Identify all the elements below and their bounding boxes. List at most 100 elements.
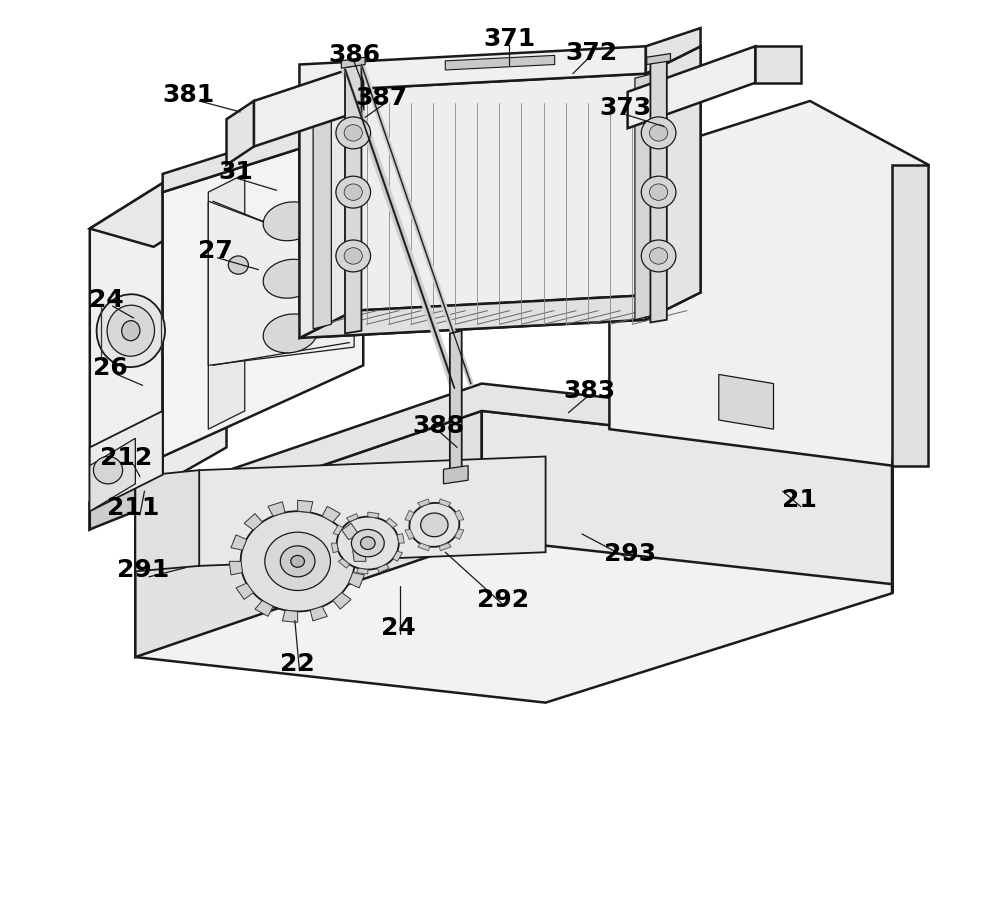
Ellipse shape: [650, 279, 660, 287]
Text: 22: 22: [280, 653, 315, 677]
Ellipse shape: [650, 126, 660, 133]
Ellipse shape: [650, 228, 660, 236]
Polygon shape: [90, 411, 163, 511]
Text: 293: 293: [604, 542, 656, 566]
Polygon shape: [418, 499, 429, 507]
Polygon shape: [418, 543, 430, 551]
Polygon shape: [455, 510, 464, 520]
Ellipse shape: [263, 314, 317, 352]
Polygon shape: [354, 47, 701, 310]
Ellipse shape: [122, 320, 140, 341]
Polygon shape: [647, 54, 670, 65]
Polygon shape: [342, 523, 359, 540]
Polygon shape: [135, 411, 482, 657]
Text: 21: 21: [782, 488, 816, 512]
Polygon shape: [299, 74, 646, 338]
Ellipse shape: [641, 176, 676, 208]
Polygon shape: [199, 456, 546, 566]
Ellipse shape: [337, 517, 399, 570]
Polygon shape: [338, 559, 350, 568]
Polygon shape: [282, 610, 298, 623]
Polygon shape: [90, 484, 135, 530]
Ellipse shape: [650, 91, 660, 99]
Ellipse shape: [344, 125, 362, 142]
Ellipse shape: [344, 247, 362, 264]
Text: 371: 371: [483, 27, 535, 51]
Polygon shape: [635, 74, 653, 320]
Polygon shape: [208, 173, 245, 429]
Polygon shape: [322, 507, 340, 522]
Ellipse shape: [93, 456, 123, 484]
Text: 26: 26: [93, 356, 128, 380]
Ellipse shape: [641, 240, 676, 272]
Polygon shape: [445, 56, 555, 70]
Ellipse shape: [650, 184, 668, 200]
Ellipse shape: [421, 513, 448, 537]
Ellipse shape: [650, 245, 660, 252]
Ellipse shape: [650, 211, 660, 218]
Polygon shape: [646, 47, 701, 320]
Polygon shape: [299, 292, 701, 338]
Ellipse shape: [107, 305, 155, 356]
Text: 31: 31: [218, 160, 253, 184]
Polygon shape: [609, 101, 928, 466]
Polygon shape: [341, 58, 365, 68]
Polygon shape: [231, 535, 247, 551]
Polygon shape: [892, 164, 928, 466]
Polygon shape: [227, 101, 254, 164]
Polygon shape: [299, 65, 354, 338]
Ellipse shape: [650, 109, 660, 116]
Ellipse shape: [650, 125, 668, 142]
Ellipse shape: [228, 256, 248, 274]
Polygon shape: [135, 383, 892, 530]
Polygon shape: [313, 100, 331, 329]
Ellipse shape: [650, 75, 660, 82]
Polygon shape: [163, 183, 227, 484]
Polygon shape: [368, 512, 379, 518]
Polygon shape: [299, 47, 701, 92]
Polygon shape: [353, 548, 366, 561]
Ellipse shape: [650, 262, 660, 269]
Polygon shape: [377, 564, 389, 572]
Polygon shape: [650, 60, 667, 322]
Polygon shape: [163, 129, 363, 456]
Text: 386: 386: [328, 44, 380, 68]
Polygon shape: [393, 551, 402, 561]
Polygon shape: [405, 530, 414, 540]
Polygon shape: [135, 470, 199, 572]
Ellipse shape: [409, 503, 459, 547]
Polygon shape: [346, 514, 358, 521]
Text: 372: 372: [565, 41, 617, 65]
Polygon shape: [646, 28, 701, 74]
Polygon shape: [482, 411, 892, 584]
Polygon shape: [755, 47, 801, 83]
Polygon shape: [331, 543, 338, 552]
Ellipse shape: [291, 555, 304, 567]
Polygon shape: [90, 183, 163, 530]
Ellipse shape: [351, 530, 384, 557]
Polygon shape: [719, 374, 773, 429]
Polygon shape: [236, 583, 253, 600]
Polygon shape: [349, 572, 364, 588]
Polygon shape: [333, 593, 351, 609]
Text: 373: 373: [600, 96, 652, 121]
Polygon shape: [90, 438, 135, 511]
Ellipse shape: [97, 294, 165, 367]
Ellipse shape: [650, 142, 660, 150]
Ellipse shape: [650, 177, 660, 184]
Text: 24: 24: [381, 616, 415, 640]
Ellipse shape: [344, 184, 362, 200]
Ellipse shape: [265, 532, 330, 591]
Ellipse shape: [263, 259, 317, 299]
Polygon shape: [443, 466, 468, 484]
Polygon shape: [397, 533, 404, 543]
Polygon shape: [255, 601, 273, 616]
Polygon shape: [229, 561, 243, 575]
Ellipse shape: [263, 202, 317, 241]
Polygon shape: [208, 201, 354, 365]
Polygon shape: [386, 518, 397, 528]
Polygon shape: [310, 606, 327, 621]
Polygon shape: [90, 183, 227, 247]
Polygon shape: [345, 65, 361, 333]
Ellipse shape: [650, 194, 660, 201]
